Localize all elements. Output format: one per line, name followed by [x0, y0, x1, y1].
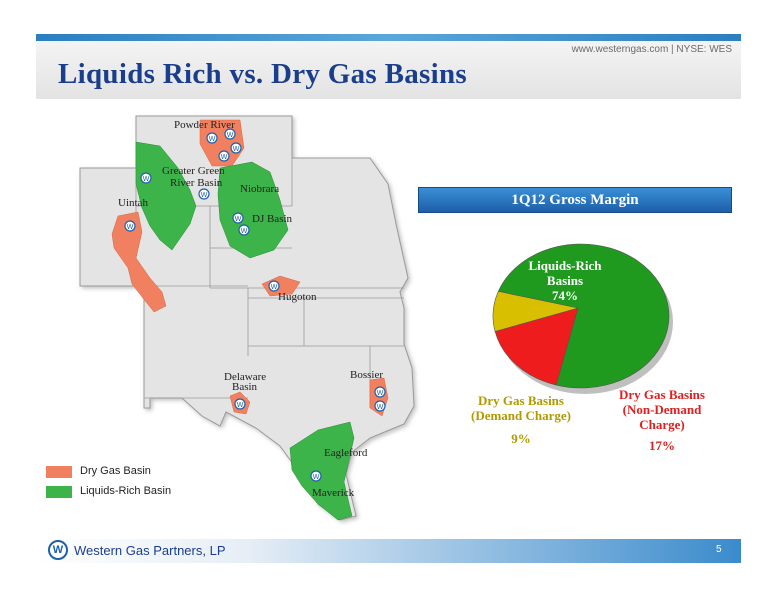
legend-swatch-liquids-rich	[46, 486, 72, 498]
svg-text:W: W	[143, 176, 150, 183]
w-marker-icon: W	[230, 142, 242, 154]
svg-text:W: W	[201, 192, 208, 199]
basin-greater-green-river	[135, 141, 197, 251]
header-band	[36, 41, 741, 99]
slice-label-liquids-rich-name: Liquids-Rich Basins	[528, 258, 602, 288]
page-number: 5	[716, 544, 722, 555]
page-title: Liquids Rich vs. Dry Gas Basins	[58, 58, 467, 90]
basin-eagleford-maverick	[289, 421, 355, 521]
slice-label-dry-non-demand-value: 17%	[649, 438, 675, 453]
svg-text:W: W	[377, 404, 384, 411]
svg-text:W: W	[233, 146, 240, 153]
basin-label-greater-green-river-2: River Basin	[170, 177, 223, 189]
svg-text:W: W	[127, 224, 134, 231]
svg-text:W: W	[237, 402, 244, 409]
w-marker-icon: W	[234, 398, 246, 410]
basin-niobrara-dj	[217, 161, 289, 259]
svg-text:W: W	[271, 284, 278, 291]
svg-text:W: W	[241, 228, 248, 235]
basin-map: W W W W W W W W W W W W W W Powder River…	[79, 115, 415, 521]
svg-text:W: W	[377, 390, 384, 397]
pie-chart	[492, 243, 673, 394]
slice-label-dry-non-demand-name: Dry Gas Basins (Non-Demand Charge)	[619, 387, 705, 432]
liquids-rich-basins	[135, 141, 355, 521]
slice-label-dry-demand: Dry Gas Basins (Demand Charge) 9%	[456, 393, 586, 446]
slice-label-dry-demand-value: 9%	[511, 431, 531, 446]
svg-text:W: W	[221, 154, 228, 161]
w-marker-icon: W	[124, 220, 136, 232]
w-marker-icon: W	[218, 150, 230, 162]
basin-label-maverick: Maverick	[312, 487, 355, 499]
slice-label-dry-non-demand: Dry Gas Basins (Non-Demand Charge) 17%	[606, 387, 718, 453]
company-logo-icon: W	[48, 540, 68, 560]
w-marker-icon: W	[224, 128, 236, 140]
basin-label-powder-river: Powder River	[174, 119, 235, 131]
basin-label-uintah: Uintah	[118, 197, 148, 209]
footer-bar	[36, 539, 741, 563]
basin-uintah	[111, 211, 167, 313]
w-marker-icon: W	[268, 280, 280, 292]
w-marker-icon: W	[310, 470, 322, 482]
company-name: Western Gas Partners, LP	[74, 543, 226, 558]
pie-slice-dry-gas-basins-non-demand-charge	[494, 307, 579, 386]
basin-label-niobrara: Niobrara	[240, 183, 279, 195]
svg-text:W: W	[227, 132, 234, 139]
basin-label-dj: DJ Basin	[252, 213, 293, 225]
basin-label-hugoton: Hugoton	[278, 291, 317, 303]
pie-slice-dry-gas-basins-demand-charge	[492, 291, 579, 332]
w-marker-icon: W	[374, 386, 386, 398]
chart-title: 1Q12 Gross Margin	[418, 187, 732, 213]
basin-label-bossier: Bossier	[350, 369, 383, 381]
w-marker-icon: W	[198, 188, 210, 200]
w-marker-icon: W	[140, 172, 152, 184]
basin-label-delaware: Delaware	[224, 371, 266, 383]
w-marker-icon: W	[206, 132, 218, 144]
header-accent-bar	[36, 34, 741, 41]
legend-swatch-dry-gas	[46, 466, 72, 478]
pie-slice-liquids-rich-basins	[497, 243, 670, 389]
basin-label-eagleford: Eagleford	[324, 447, 368, 459]
svg-text:W: W	[235, 216, 242, 223]
slice-label-dry-demand-name: Dry Gas Basins (Demand Charge)	[470, 393, 571, 423]
basin-label-greater-green-river: Greater Green	[162, 165, 225, 177]
w-marker-icon: W	[238, 224, 250, 236]
slice-label-liquids-rich-value: 74%	[552, 288, 578, 303]
svg-text:W: W	[313, 474, 320, 481]
svg-text:W: W	[209, 136, 216, 143]
basin-label-delaware-2: Basin	[232, 381, 258, 393]
state-borders	[80, 158, 404, 408]
legend-label-liquids-rich: Liquids-Rich Basin	[80, 485, 172, 497]
website-link[interactable]: www.westerngas.com | NYSE: WES	[571, 44, 732, 55]
wes-markers: W W W W W W W W W W W W W W	[124, 128, 386, 482]
w-marker-icon: W	[232, 212, 244, 224]
slice-label-liquids-rich: Liquids-Rich Basins 74%	[520, 258, 610, 303]
legend-label-dry-gas: Dry Gas Basin	[80, 465, 151, 477]
w-marker-icon: W	[374, 400, 386, 412]
